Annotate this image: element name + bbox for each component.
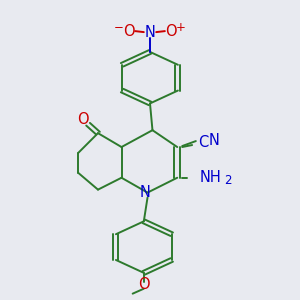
- Text: N: N: [209, 133, 220, 148]
- Text: N: N: [140, 185, 151, 200]
- Text: O: O: [123, 24, 135, 39]
- Text: C: C: [198, 135, 208, 150]
- Text: −: −: [114, 21, 124, 34]
- Text: O: O: [165, 24, 177, 39]
- Text: +: +: [176, 21, 186, 34]
- Text: NH: NH: [200, 170, 221, 185]
- Text: O: O: [138, 277, 150, 292]
- Text: N: N: [145, 25, 155, 40]
- Text: 2: 2: [224, 174, 232, 187]
- Text: O: O: [77, 112, 89, 127]
